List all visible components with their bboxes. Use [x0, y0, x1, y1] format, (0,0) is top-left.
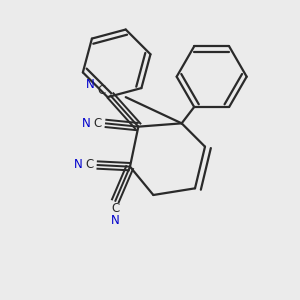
- Text: C: C: [94, 117, 102, 130]
- Text: N: N: [86, 79, 95, 92]
- Text: N: N: [74, 158, 83, 172]
- Text: N: N: [111, 214, 119, 226]
- Text: C: C: [111, 202, 119, 215]
- Text: C: C: [98, 85, 106, 98]
- Text: N: N: [82, 117, 91, 130]
- Text: C: C: [85, 158, 94, 172]
